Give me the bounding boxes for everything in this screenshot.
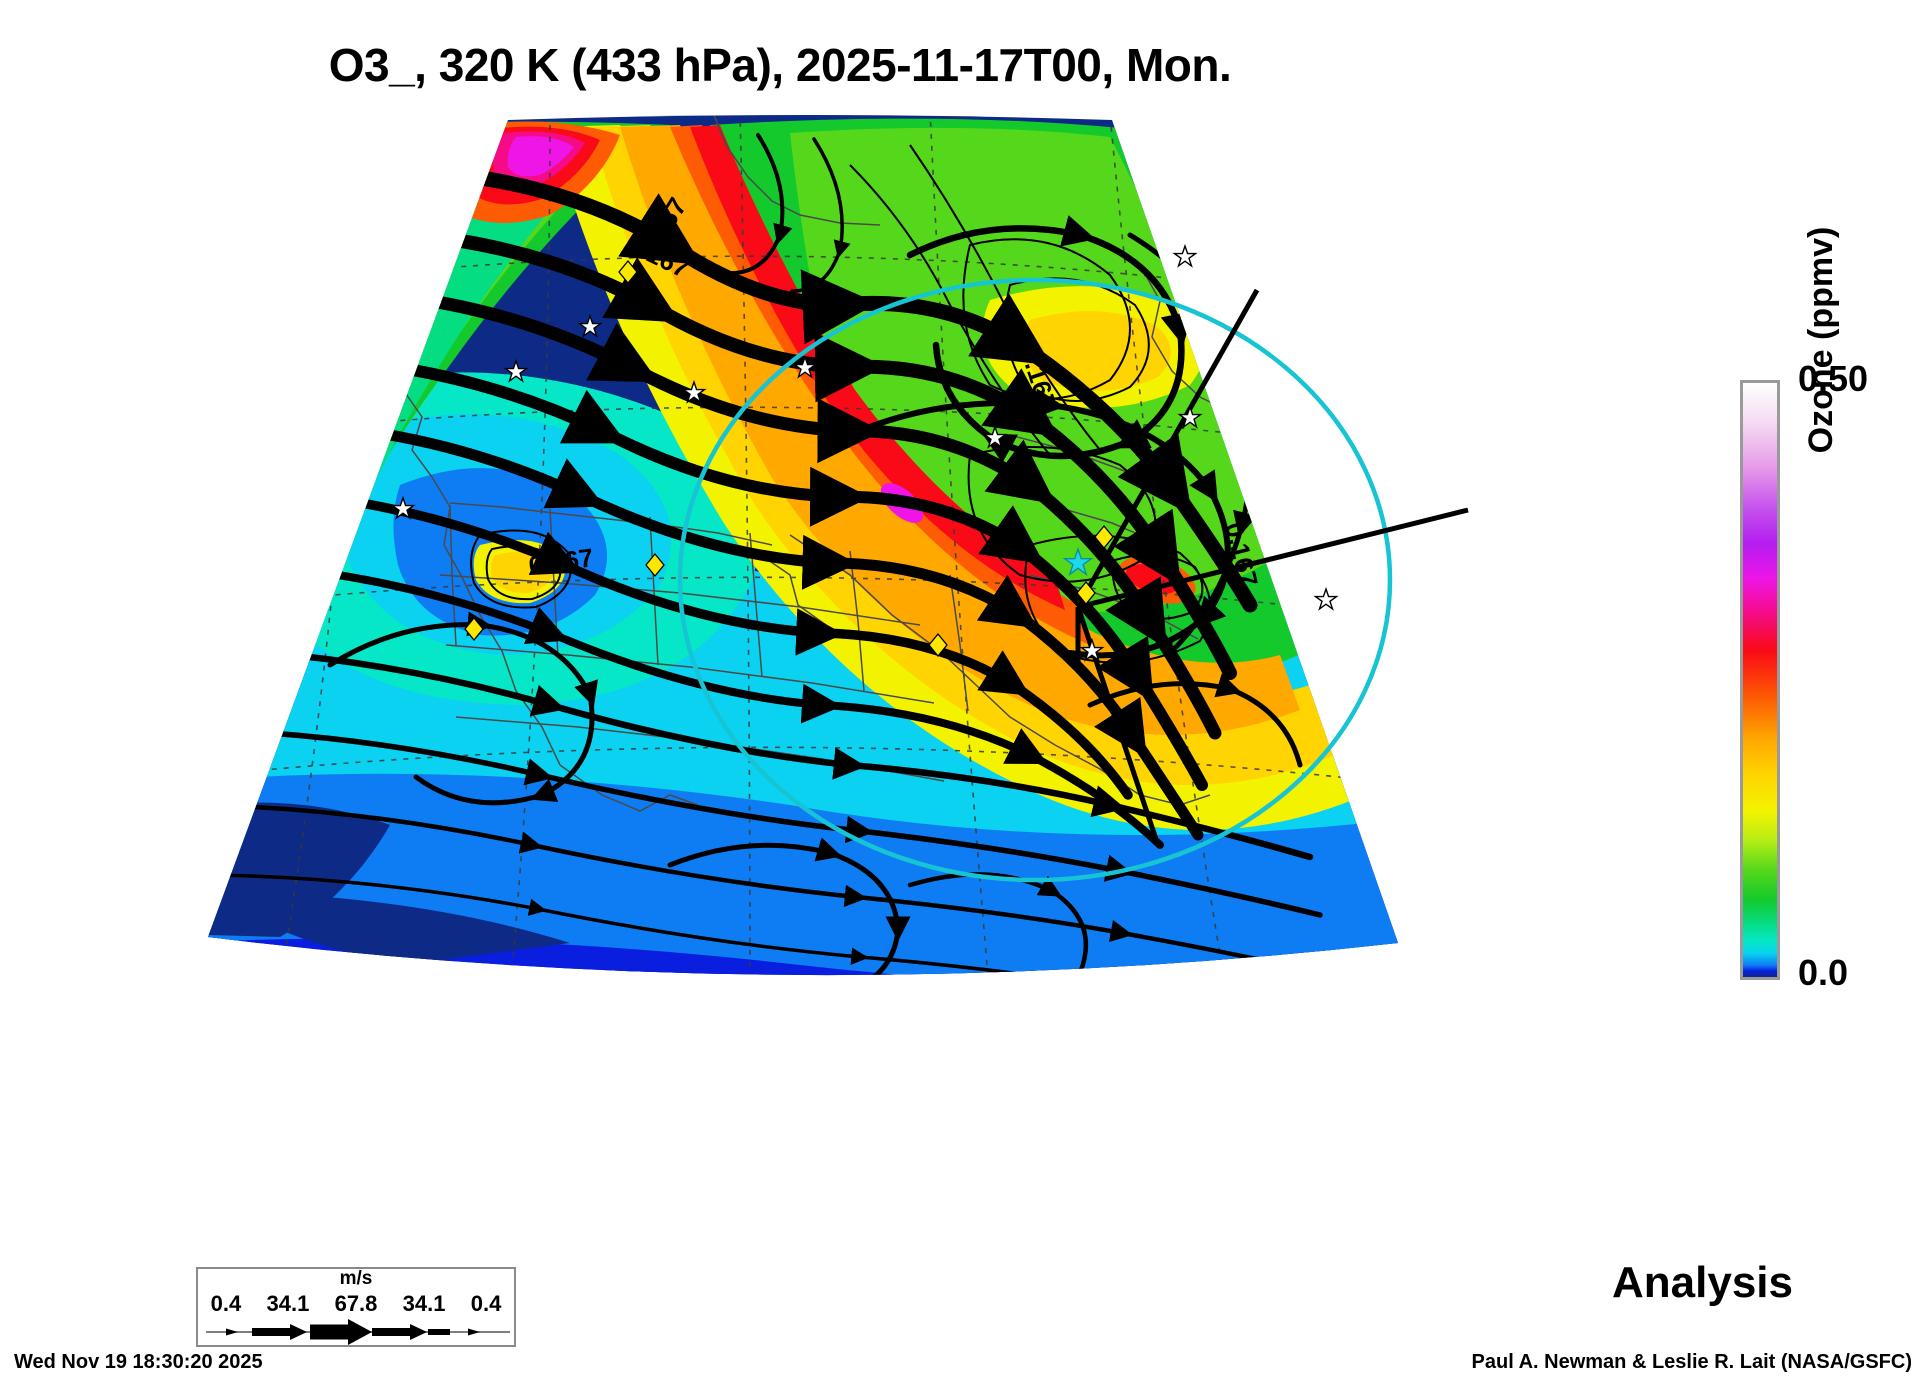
map-markers <box>390 243 1339 662</box>
station-marker <box>1177 404 1203 429</box>
wind-streamlines <box>208 133 1325 976</box>
station-marker <box>982 424 1008 449</box>
station-marker <box>390 495 416 520</box>
wind-values-row: 0.4 34.1 67.8 34.1 0.4 <box>198 1291 514 1317</box>
wind-speed-legend: m/s 0.4 34.1 67.8 34.1 0.4 <box>196 1267 516 1347</box>
waypoint-marker <box>464 616 484 642</box>
waypoint-marker <box>618 259 638 285</box>
wind-value: 67.8 <box>334 1291 378 1316</box>
page-title: O3_, 320 K (433 hPa), 2025-11-17T00, Mon… <box>328 39 1232 91</box>
wind-units-label: m/s <box>339 1268 373 1289</box>
ozone-colorbar <box>1740 380 1780 980</box>
station-marker <box>1172 243 1198 268</box>
station-marker <box>577 313 603 338</box>
waypoint-marker <box>1076 580 1096 606</box>
waypoint-marker-group <box>464 259 1114 658</box>
analysis-label: Analysis <box>1612 1258 1793 1307</box>
station-marker <box>1313 586 1339 611</box>
colorbar-title: Ozone (ppmv) <box>1802 226 1840 454</box>
wind-arrow-scale-icon <box>206 1319 510 1345</box>
colorbar-max-label: 0.50 <box>1798 358 1869 399</box>
range-ring <box>677 277 1393 883</box>
waypoint-marker <box>928 632 948 658</box>
flight-origin-marker <box>1062 546 1094 577</box>
colorbar-min-label: 0.0 <box>1798 952 1849 993</box>
station-marker <box>681 379 707 404</box>
waypoint-marker <box>1094 524 1114 550</box>
station-marker <box>792 354 818 379</box>
waypoint-marker <box>645 552 665 578</box>
author-credit: Paul A. Newman & Leslie R. Lait (NASA/GS… <box>1471 1351 1912 1373</box>
wind-value: 0.4 <box>470 1291 502 1316</box>
wind-value: 0.4 <box>210 1291 242 1316</box>
map-plot: 0.167 0.167 0.167 0.167 0.167 <box>150 105 1500 1125</box>
wind-value: 34.1 <box>266 1291 310 1316</box>
colorbar-group: 0.50 0.0 Ozone (ppmv) <box>1740 227 1920 1000</box>
ozone-contour-fill <box>208 115 1398 976</box>
generation-timestamp: Wed Nov 19 18:30:20 2025 <box>14 1351 263 1373</box>
station-marker <box>1079 637 1105 662</box>
station-marker <box>503 358 529 383</box>
map-canvas: 0.167 0.167 0.167 0.167 0.167 <box>208 115 1469 976</box>
wind-value: 34.1 <box>402 1291 446 1316</box>
station-marker-group <box>390 243 1339 662</box>
